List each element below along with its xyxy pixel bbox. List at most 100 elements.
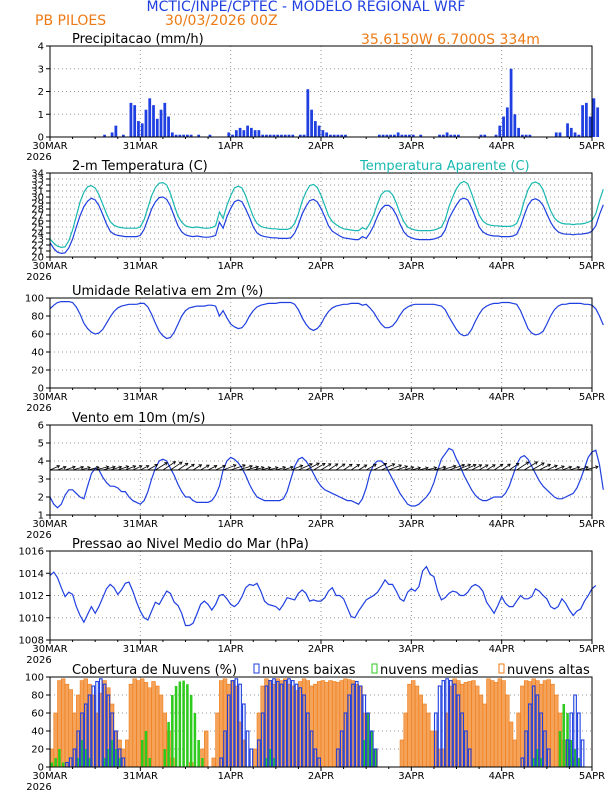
x-tick-label: 3APR (398, 261, 424, 272)
legend-swatch (498, 663, 505, 674)
x-tick-label: 5APR (579, 771, 605, 782)
wind-arrow (448, 464, 465, 471)
wind-arrow-head (206, 464, 210, 468)
y-tick-label: 20 (31, 745, 44, 756)
wind-arrow-head (507, 463, 511, 468)
wind-arrow-head (499, 463, 504, 468)
panel-wind: 1 2 3 4 5 6 30MAR 31MAR 1APR 2APR 3APR 4APR 5APR 2026… (26, 411, 605, 541)
x-tick-label: 31MAR (123, 392, 158, 403)
cloud-mid-bar (107, 749, 110, 767)
y-tick-label: 100 (25, 294, 44, 305)
x-tick-label: 2APR (308, 261, 334, 272)
y-tick-label: 1016 (19, 547, 44, 558)
wind-arrow-head (327, 463, 332, 467)
cloud-high-bar (147, 687, 152, 768)
cloud-high-bar (422, 703, 427, 768)
wind-arrow-head (576, 465, 581, 470)
precip-bar (227, 132, 231, 137)
x-tick-label: 1APR (218, 771, 244, 782)
x-tick-label: 1APR (218, 519, 244, 530)
precip-bar (313, 121, 317, 137)
cloud-mid-bar (163, 749, 167, 767)
panel-clouds: 0 20 40 60 80 100 30MAR 31MAR 1APR 2APR 3APR 4APR 5A… (25, 663, 605, 792)
cloud-mid-bar (174, 686, 178, 767)
cloud-mid-bar (197, 740, 200, 767)
legend-swatch (371, 663, 378, 674)
precip-bar (310, 109, 313, 137)
x-tick-label: 30MAR (32, 392, 67, 403)
wind-arrow-head (492, 464, 496, 468)
wind-arrow (57, 466, 67, 471)
y-tick-label: 1010 (19, 613, 44, 624)
panel-rh: 0 20 40 60 80 100 30MAR 31MAR 1APR 2APR 3APR 4APR 5A… (25, 284, 605, 414)
wind-arrow (493, 463, 504, 471)
precip-bar (291, 134, 295, 137)
wind-arrow-head (452, 464, 457, 469)
y-tick-label: 6 (38, 421, 44, 432)
cloud-mid-bar (558, 731, 562, 767)
cloud-high-bar (414, 685, 420, 768)
precip-bar (596, 107, 600, 137)
y-tick-label: 28 (31, 205, 44, 216)
wind-arrow (388, 464, 402, 471)
y-tick-label: 60 (31, 709, 44, 720)
x-tick-label: 2APR (308, 519, 334, 530)
wind-arrow-head (96, 465, 100, 470)
wind-arrow (207, 465, 217, 471)
wind-arrow-head (184, 462, 189, 467)
cloud-high-bar (324, 682, 329, 768)
x-tick-label: 4APR (489, 771, 515, 782)
x-tick-label: 2APR (308, 141, 334, 152)
cloud-high-bar (497, 678, 502, 768)
wind-arrow (177, 462, 189, 471)
wind-arrow-head (289, 465, 294, 470)
wind-arrow-head (138, 465, 143, 469)
x-tick-label: 1APR (218, 392, 244, 403)
wind-arrow-head (56, 464, 61, 469)
x-tick-label: 5APR (579, 261, 605, 272)
cloud-mid-bar (103, 758, 106, 767)
y-tick-label: 1012 (19, 591, 44, 602)
precip-bar (103, 134, 106, 137)
cloud-mid-bar (272, 758, 276, 767)
cloud-mid-bar (61, 762, 65, 767)
wind-arrow-head (391, 463, 396, 467)
precip-bar (155, 118, 159, 137)
precip-bar (325, 132, 329, 137)
wind-arrow (298, 463, 313, 471)
precip-bar (114, 125, 118, 137)
wind-arrow (305, 462, 320, 471)
x-tick-label: 4APR (489, 392, 515, 403)
wind-arrow (245, 466, 259, 471)
wind-arrow-head (222, 464, 227, 469)
y-tick-label: 40 (31, 348, 44, 359)
wind-arrow (433, 466, 446, 471)
cloud-mid-bar (532, 758, 535, 767)
cloud-mid-bar (570, 740, 573, 767)
cloud-high-bar (554, 694, 559, 768)
wind-arrow-head (316, 462, 320, 467)
cloud-mid-bar (76, 758, 80, 767)
precip-bar (581, 105, 584, 137)
wind-arrow-head (561, 465, 565, 469)
wind-arrow-head (595, 465, 599, 470)
wind-arrow (155, 462, 168, 471)
cloud-low-bar (245, 730, 250, 768)
x-tick-label: 31MAR (123, 644, 158, 655)
cloud-mid-bar (171, 695, 174, 767)
wind-arrow-head (461, 463, 466, 468)
cloud-low-bar (580, 739, 585, 768)
wind-arrow (110, 466, 122, 471)
cloud-high-bar (316, 681, 322, 768)
wind-arrow (140, 465, 149, 471)
precip-bar (280, 134, 283, 137)
precip-bar (569, 127, 573, 137)
precip-bar (272, 134, 276, 137)
wind-arrow (117, 465, 129, 471)
wind-arrow (102, 466, 116, 471)
cloud-mid-bar (88, 758, 91, 767)
precip-bar (329, 134, 332, 137)
cloud-mid-bar (148, 758, 152, 767)
precip-bar (249, 127, 253, 137)
